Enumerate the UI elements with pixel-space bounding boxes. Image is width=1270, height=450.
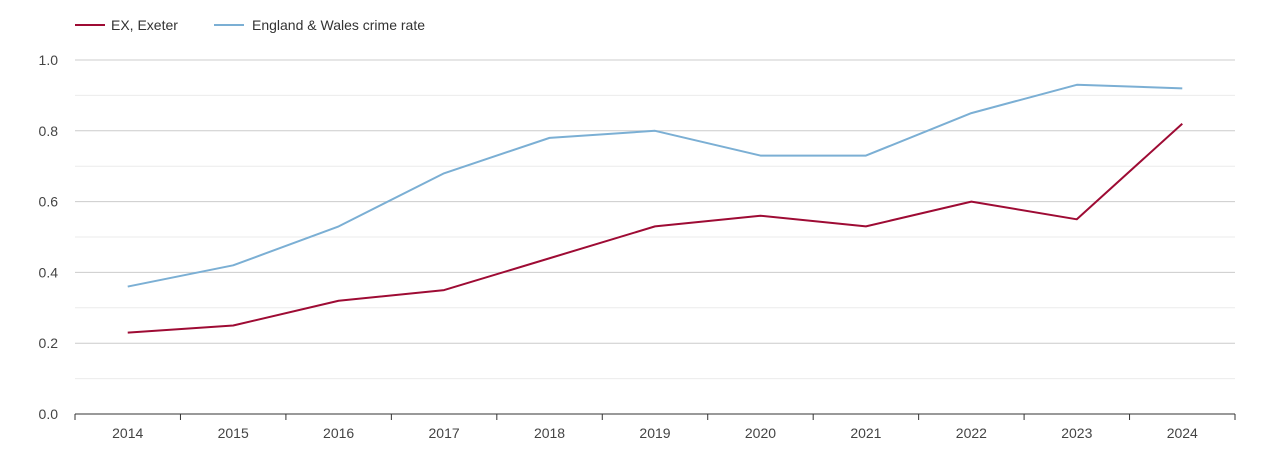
x-tick-label: 2022 <box>956 425 987 441</box>
y-axis-tick-labels: 0.0 0.2 0.4 0.6 0.8 1.0 <box>39 52 59 422</box>
series-line-england-wales <box>127 83 1183 288</box>
y-tick-label: 0.8 <box>39 123 59 139</box>
x-tick-label: 2021 <box>850 425 881 441</box>
x-tick-label: 2015 <box>218 425 249 441</box>
y-tick-label: 1.0 <box>39 52 59 68</box>
legend: EX, Exeter England & Wales crime rate <box>75 17 425 33</box>
y-tick-label: 0.4 <box>39 264 59 280</box>
x-tick-label: 2014 <box>112 425 143 441</box>
x-axis-tick-labels: 2014 2015 2016 2017 2018 2019 2020 2021 2022 2023… <box>112 425 1198 441</box>
legend-label-england-wales: England & Wales crime rate <box>252 17 425 33</box>
y-tick-label: 0.6 <box>39 194 59 210</box>
x-tick-label: 2024 <box>1167 425 1198 441</box>
series-line-exeter <box>127 122 1183 334</box>
gridlines <box>75 59 1235 380</box>
y-tick-label: 0.2 <box>39 335 59 351</box>
x-tick-label: 2023 <box>1061 425 1092 441</box>
x-tick-label: 2017 <box>429 425 460 441</box>
x-tick-label: 2018 <box>534 425 565 441</box>
x-tick-label: 2016 <box>323 425 354 441</box>
x-tick-label: 2019 <box>639 425 670 441</box>
y-tick-label: 0.0 <box>39 406 59 422</box>
x-axis <box>74 413 1236 420</box>
legend-label-exeter: EX, Exeter <box>111 17 178 33</box>
series-lines <box>127 83 1183 334</box>
x-tick-label: 2020 <box>745 425 776 441</box>
